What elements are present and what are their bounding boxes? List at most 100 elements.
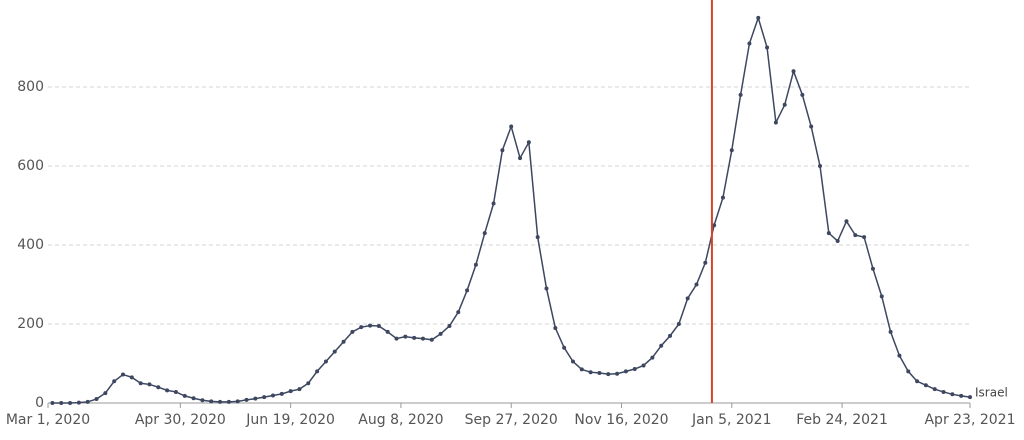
x-tick-label: Aug 8, 2020 [358, 412, 443, 428]
data-point [518, 156, 523, 161]
data-point [968, 395, 972, 400]
data-point [429, 337, 434, 342]
data-point [897, 353, 902, 358]
data-point [262, 395, 267, 400]
data-point [235, 399, 240, 404]
data-point [76, 400, 81, 405]
data-point [482, 231, 487, 236]
data-point [685, 296, 690, 301]
data-point [932, 387, 937, 392]
data-point [959, 393, 964, 398]
x-tick-label: Jan 5, 2021 [691, 412, 771, 428]
data-point [218, 399, 223, 404]
y-tick-label: 800 [17, 79, 44, 95]
data-point [535, 235, 540, 240]
data-point [244, 397, 249, 402]
data-point [85, 399, 90, 404]
y-tick-label: 200 [17, 316, 44, 332]
x-tick-label: Jun 19, 2020 [245, 412, 335, 428]
data-point [826, 231, 831, 236]
data-point [615, 371, 620, 376]
data-point [570, 359, 575, 364]
data-point [288, 389, 293, 394]
data-point [923, 383, 928, 388]
data-point [729, 148, 734, 153]
data-point [818, 164, 823, 168]
data-point [270, 393, 275, 398]
data-point [738, 92, 743, 97]
data-point [173, 389, 178, 394]
data-point [544, 286, 549, 291]
data-point [297, 387, 302, 392]
data-point [315, 369, 320, 374]
x-tick-label: Sep 27, 2020 [465, 412, 558, 428]
data-point [359, 325, 364, 330]
data-point [403, 334, 408, 339]
x-tick-label: Apr 23, 2021 [924, 412, 1015, 428]
data-point [138, 381, 143, 386]
data-point [800, 92, 805, 97]
data-point [420, 336, 425, 341]
data-point [59, 401, 64, 405]
data-point [368, 323, 373, 328]
data-point [915, 379, 920, 384]
data-point [226, 399, 231, 404]
data-point [694, 282, 699, 287]
data-point [156, 385, 161, 390]
data-point [473, 262, 478, 267]
data-point [870, 266, 875, 271]
data-point [350, 329, 355, 334]
data-point [332, 349, 337, 354]
data-point [844, 219, 849, 224]
data-point [809, 124, 814, 129]
data-point [253, 396, 258, 401]
data-point [465, 288, 470, 293]
data-point [120, 372, 125, 377]
data-point [341, 339, 346, 344]
data-point [765, 45, 770, 50]
data-point [553, 325, 558, 330]
series-line [52, 15, 971, 404]
data-point [191, 396, 196, 401]
data-point [879, 294, 884, 299]
data-point [668, 333, 673, 338]
data-point [412, 335, 417, 340]
data-point [438, 331, 443, 336]
data-point [862, 235, 867, 240]
data-point [853, 233, 858, 238]
data-point [623, 369, 628, 374]
data-point [456, 310, 461, 315]
x-tick-label: Nov 16, 2020 [574, 412, 668, 428]
data-point [50, 401, 55, 405]
data-point [182, 393, 187, 398]
series-label: Israel [975, 386, 1008, 400]
data-point [509, 124, 514, 129]
data-point [209, 399, 214, 404]
data-point [703, 260, 708, 265]
data-point [888, 329, 893, 334]
data-point [306, 381, 311, 386]
data-point [720, 195, 725, 200]
y-tick-label: 400 [17, 237, 44, 253]
data-point [579, 367, 584, 372]
data-point [279, 391, 284, 396]
data-point [447, 323, 452, 328]
data-point [500, 148, 505, 153]
data-point [791, 69, 796, 74]
data-point [756, 15, 761, 20]
data-point [68, 401, 73, 405]
data-point [676, 322, 681, 326]
data-point [147, 382, 152, 387]
data-point [394, 336, 399, 341]
data-point [112, 379, 117, 384]
data-point [712, 223, 717, 228]
data-point [526, 140, 531, 145]
y-tick-label: 600 [17, 158, 44, 174]
data-point [200, 398, 205, 403]
data-point [562, 345, 567, 350]
data-point [941, 389, 946, 394]
y-tick-label: 0 [35, 395, 44, 411]
data-point [94, 397, 99, 402]
